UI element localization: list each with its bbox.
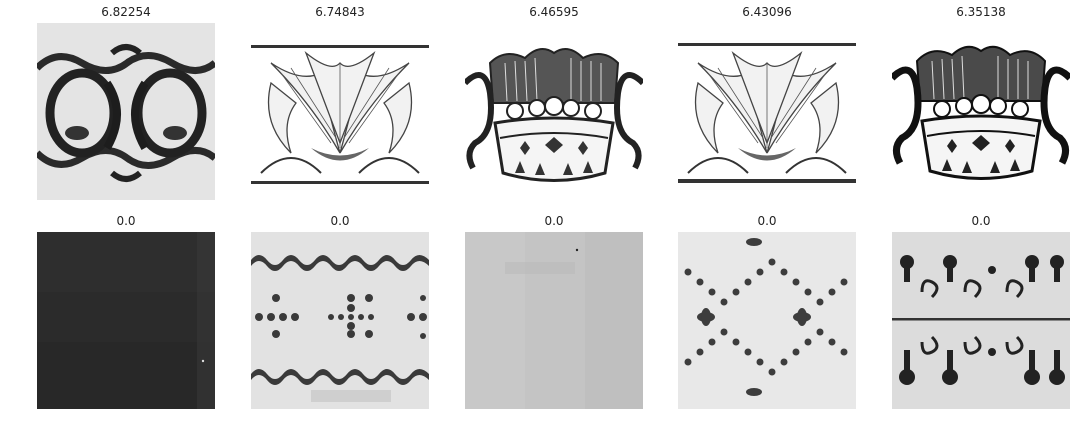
result-cell: 6.74843 [251,2,429,200]
score-label: 0.0 [116,214,136,228]
dark-texture-image [37,232,215,409]
result-cell: 0.0 [465,211,643,409]
score-label: 6.74843 [315,5,365,19]
score-label: 6.43096 [742,5,792,19]
score-label: 6.35138 [956,5,1006,19]
score-label: 0.0 [544,214,564,228]
score-label: 6.82254 [101,5,151,19]
score-label: 0.0 [971,214,991,228]
diamond-lattice-pattern-image [678,232,856,409]
crown-ornament-image [892,23,1070,200]
fleuron-border-pattern-image [251,232,429,409]
acanthus-leaf-headpiece-image [251,23,429,200]
result-cell: 0.0 [37,211,215,409]
gray-paper-texture-image [465,232,643,409]
braided-scroll-ornament-image [37,23,215,200]
score-label: 0.0 [757,214,777,228]
score-label: 6.46595 [529,5,579,19]
result-cell: 6.35138 [892,2,1070,200]
result-cell: 6.46595 [465,2,643,200]
result-cell: 0.0 [892,211,1070,409]
result-cell: 6.82254 [37,2,215,200]
result-cell: 6.43096 [678,2,856,200]
result-cell: 0.0 [251,211,429,409]
ornamental-type-rows-image [892,232,1070,409]
acanthus-leaf-headpiece-image [678,23,856,200]
score-label: 0.0 [330,214,350,228]
result-cell: 0.0 [678,211,856,409]
crown-ornament-image [465,23,643,200]
